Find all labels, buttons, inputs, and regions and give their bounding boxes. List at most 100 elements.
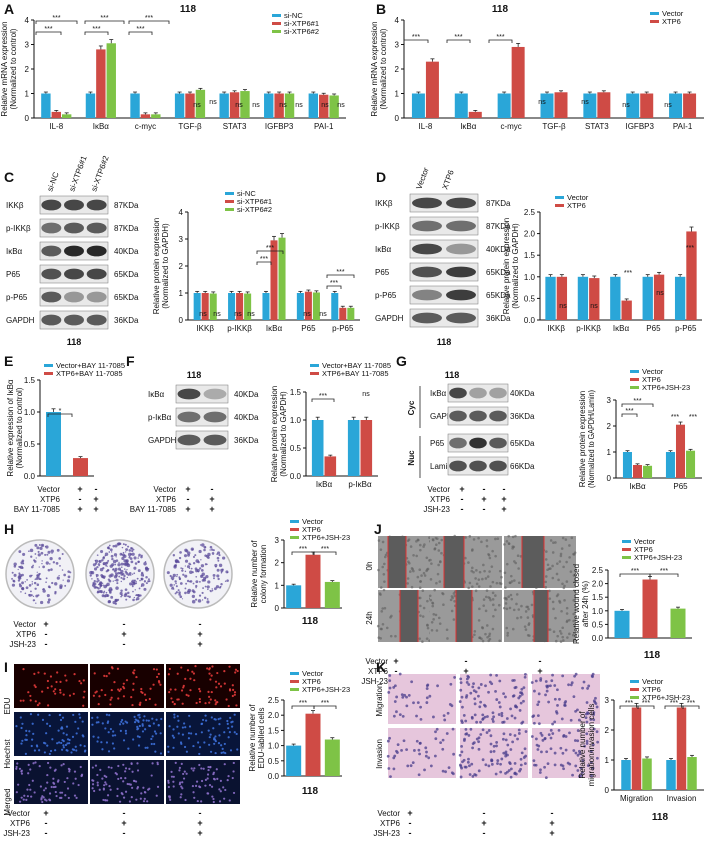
colony-dot — [199, 580, 201, 583]
legend-entry: Vector — [302, 669, 324, 678]
treatment-row-label: XTP6 — [10, 819, 31, 828]
blot-row-label: P65 — [430, 439, 445, 448]
cell-dot — [468, 773, 472, 776]
cell-dot — [489, 734, 493, 738]
bar-si-xtp6-2 — [209, 293, 217, 320]
cell-dot — [131, 703, 134, 707]
blot-band — [469, 437, 487, 449]
cell-dot — [544, 693, 547, 697]
significance-label: ns — [656, 290, 664, 297]
cell-dot — [132, 738, 135, 741]
western-blot-strip — [409, 285, 479, 305]
colony-dot — [135, 598, 138, 601]
cell-dot — [179, 741, 183, 744]
y-axis-label: colony formation — [259, 545, 268, 604]
cell-dot — [179, 796, 182, 799]
y-tick-label: 4 — [179, 208, 184, 217]
bar-vector — [665, 452, 675, 478]
chart-title: 118 — [492, 4, 509, 15]
western-blot-strip — [409, 216, 479, 236]
panel-letter: I — [4, 659, 8, 675]
cell-dot — [81, 720, 84, 723]
blot-row-label: P65 — [375, 268, 390, 277]
colony-dot — [34, 543, 38, 547]
colony-dot — [127, 591, 130, 595]
colony-dot — [56, 548, 60, 552]
cell-dot — [97, 736, 100, 739]
cell-dot — [186, 669, 190, 672]
panel-letter: B — [376, 1, 386, 17]
blot-band — [412, 220, 442, 232]
cell-dot — [509, 748, 513, 751]
colony-dot — [178, 561, 180, 564]
cell-dot — [519, 701, 523, 705]
cell-texture — [564, 538, 568, 541]
colony-dot — [120, 595, 122, 598]
cell-dot — [591, 743, 595, 747]
cell-texture — [509, 581, 512, 585]
colony-dot — [220, 583, 223, 586]
cell-dot — [567, 683, 570, 687]
blot-band — [64, 222, 84, 234]
cell-texture — [554, 541, 557, 544]
colony-dot — [110, 573, 114, 577]
cell-dot — [110, 696, 113, 699]
colony-dot — [18, 565, 21, 568]
cell-dot — [57, 729, 60, 732]
cell-dot — [157, 724, 160, 727]
colony-dot — [104, 552, 109, 556]
cell-texture — [491, 627, 495, 631]
treatment-row-label: Vector — [37, 485, 60, 494]
colony-dot — [202, 587, 204, 589]
colony-dot — [207, 580, 211, 584]
cell-dot — [402, 739, 406, 743]
colony-dot — [177, 589, 180, 592]
cell-dot — [564, 748, 568, 752]
cell-dot — [141, 723, 144, 726]
cell-dot — [60, 791, 64, 794]
chart-title: 118 — [644, 650, 661, 661]
colony-dot — [204, 563, 208, 566]
image-row-label: 24h — [365, 611, 374, 624]
cell-dot — [576, 769, 580, 772]
colony-dot — [51, 581, 54, 585]
cell-dot — [105, 783, 108, 786]
colony-dot — [55, 562, 59, 565]
cell-dot — [549, 684, 552, 688]
cell-dot — [417, 748, 421, 752]
blot-row-label: GAPDH — [430, 412, 459, 421]
cell-dot — [217, 682, 221, 685]
cell-dot — [594, 696, 597, 700]
cell-dot — [29, 788, 32, 791]
cell-texture — [437, 549, 441, 552]
cell-dot — [52, 690, 55, 693]
legend-entry: si-XTP6#2 — [284, 27, 319, 36]
significance-label: ns — [279, 102, 287, 109]
colony-dot — [217, 559, 220, 562]
cell-dot — [490, 682, 494, 686]
cell-dot — [113, 681, 116, 684]
cell-dot — [223, 731, 226, 734]
colony-dot — [122, 577, 126, 581]
cell-dot — [466, 760, 470, 764]
cell-dot — [24, 752, 27, 755]
colony-dot — [21, 588, 23, 590]
significance-label: ns — [234, 311, 242, 318]
cell-texture — [526, 633, 530, 637]
legend-entry: Vector — [302, 517, 324, 526]
image-background — [388, 674, 456, 724]
cell-texture — [496, 537, 500, 541]
colony-dot — [120, 562, 124, 566]
colony-dot — [106, 546, 110, 550]
cell-texture — [406, 582, 409, 585]
cell-dot — [218, 734, 221, 737]
cell-texture — [516, 554, 520, 558]
cell-dot — [504, 754, 508, 758]
cell-texture — [544, 580, 548, 584]
cell-dot — [407, 694, 411, 697]
legend-swatch — [225, 192, 234, 195]
cell-texture — [500, 575, 503, 579]
cell-dot — [571, 773, 574, 777]
cell-texture — [429, 598, 433, 602]
cell-dot — [562, 734, 565, 738]
